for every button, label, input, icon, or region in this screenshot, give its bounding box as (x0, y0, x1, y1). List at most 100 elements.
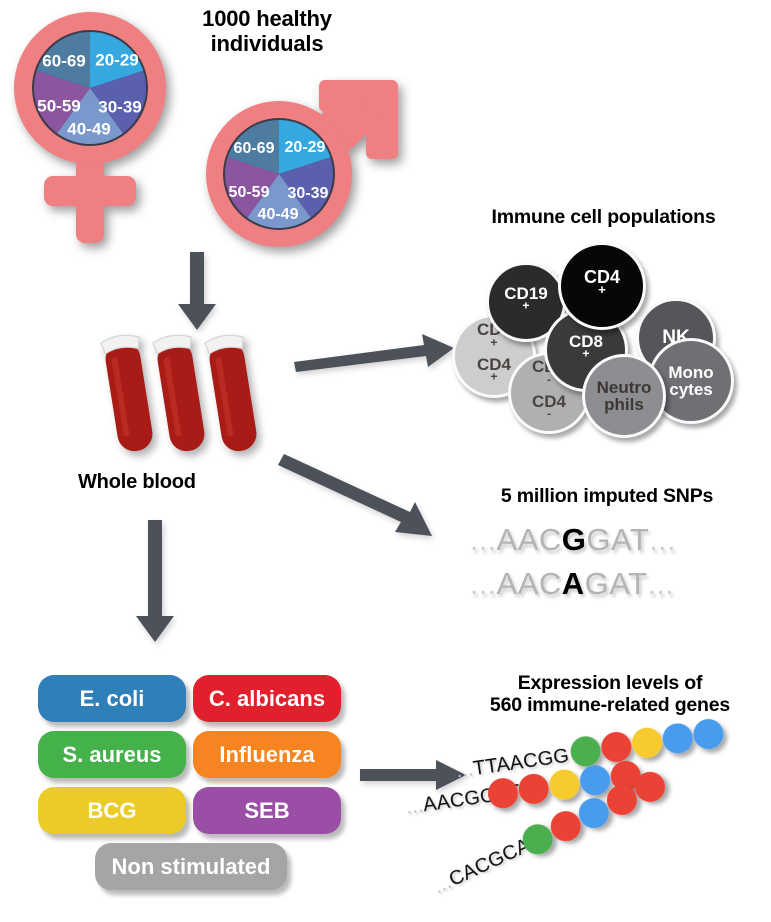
pie-slice-30-39 (90, 70, 146, 134)
bead (632, 727, 663, 758)
stimulus-label: E. coli (79, 685, 145, 711)
arrow-blood-to-immune-icon (292, 328, 457, 372)
pie-label-20-29: 20-29 (95, 50, 138, 69)
page-title-cohort: 1000 healthy individuals (172, 6, 362, 56)
male-age-pie: 20-29 30-39 40-49 50-59 60-69 (225, 120, 333, 228)
bead (610, 760, 641, 791)
arrow-cohort-to-blood-icon (172, 252, 222, 332)
cd8p-cd4p-line2: CD4 + (476, 355, 511, 384)
immune-cell-cd4p: CD4 + (558, 242, 646, 330)
snp-row2-pre: AAC (496, 566, 562, 601)
pie-slice-40-49 (247, 174, 311, 228)
bead (518, 773, 549, 804)
snp-row2-suffix-dots: ... (647, 568, 675, 601)
stimulus-label: Influenza (219, 741, 315, 767)
pie-slice-20-29 (90, 32, 144, 88)
immune-populations-title: Immune cell populations (491, 206, 716, 228)
strand-1-dots: ... (455, 758, 475, 782)
blood-tube-3 (204, 334, 257, 452)
bead (662, 723, 693, 754)
snp-row2-prefix-dots: ... (470, 568, 497, 601)
pie-slice-30-39 (279, 157, 333, 218)
strand-3-beads (522, 771, 666, 855)
pie-slice-50-59 (225, 157, 279, 218)
stimulus-seb[interactable]: SEB (193, 787, 341, 834)
pie-label-50-59: 50-59 (229, 184, 270, 201)
pie-label-60-69: 60-69 (234, 140, 275, 157)
pie-slice-50-59 (34, 70, 90, 134)
stimulation-conditions-grid: E. coli C. albicans S. aureus Influenza … (38, 675, 343, 890)
stimulus-non-stimulated[interactable]: Non stimulated (95, 843, 287, 890)
bead (606, 784, 637, 815)
arrow-stimuli-to-expression-icon (360, 758, 470, 794)
bead (550, 811, 581, 842)
bead (580, 765, 611, 796)
expression-title-line2: 560 immune-related genes (489, 694, 731, 717)
cd8n-cd4n-line2: CD4- (531, 392, 566, 421)
strand-2-dots: ... (405, 795, 425, 819)
stimulus-s-aureus[interactable]: S. aureus (38, 731, 186, 778)
stimulus-e-coli[interactable]: E. coli (38, 675, 186, 722)
strand-1-beads (570, 719, 724, 767)
snp-row1-suffix-dots: ... (649, 524, 676, 557)
arrow-blood-to-stimuli-icon (130, 520, 180, 645)
snp-sequence-block: ...AACGGAT... ...AACAGAT... (470, 522, 755, 617)
stimulus-c-albicans[interactable]: C. albicans (193, 675, 341, 722)
immune-cell-bubble-cluster: CD8+ CD4+ CD8- CD4- CD19+ CD8+ CD4+ NK N… (452, 240, 771, 438)
stimulus-label: C. albicans (208, 685, 326, 711)
bead (635, 771, 666, 802)
strand-2-beads (487, 760, 641, 809)
stimulus-label: S. aureus (62, 741, 162, 767)
snp-row2-post: GAT (584, 566, 648, 601)
pie-label-60-69: 60-69 (42, 51, 85, 70)
snp-row1-post: GAT (586, 522, 650, 557)
pie-label-50-59: 50-59 (37, 96, 80, 115)
stimulus-label: Non stimulated (111, 853, 271, 879)
stimulus-label: SEB (244, 797, 290, 823)
monocytes-line1: Mono (668, 362, 714, 382)
snp-row-allele-a: ...AACAGAT... (470, 566, 755, 602)
arrow-blood-to-snp-icon (278, 452, 447, 542)
monocytes-line2: cytes (669, 380, 713, 399)
expression-title: Expression levels of 560 immune-related … (460, 672, 760, 716)
bead (601, 732, 632, 763)
neutrophils-line1: Neutro (596, 377, 652, 397)
snp-title: 5 million imputed SNPs (500, 485, 714, 507)
cd19p-label: CD19 + (504, 283, 548, 313)
cd8p-label: CD8 + (568, 331, 603, 361)
bead (487, 778, 518, 809)
snp-row-allele-g: ...AACGGAT... (470, 522, 755, 558)
pie-label-40-49: 40-49 (67, 119, 110, 138)
pie-label-40-49: 40-49 (258, 206, 299, 223)
expression-title-line1: Expression levels of (517, 672, 703, 694)
female-age-pie: 20-29 30-39 40-49 50-59 60-69 (34, 32, 146, 144)
pie-slice-20-29 (279, 120, 331, 174)
pie-slice-60-69 (36, 32, 90, 88)
whole-blood-tubes (96, 330, 266, 475)
cd4p-label: CD4 + (583, 266, 620, 297)
pie-label-20-29: 20-29 (285, 139, 326, 156)
whole-blood-label: Whole blood (78, 471, 196, 493)
snp-row1-prefix-dots: ... (470, 524, 497, 557)
snp-row2-variant: A (561, 566, 585, 601)
pie-slice-40-49 (57, 88, 123, 144)
blood-tube-2 (152, 334, 205, 452)
pie-slice-60-69 (227, 120, 279, 174)
pie-label-30-39: 30-39 (288, 185, 329, 202)
bead (549, 769, 580, 800)
cohort-title-line2: individuals (210, 31, 324, 57)
bead (578, 798, 609, 829)
pie-label-30-39: 30-39 (98, 97, 141, 116)
cohort-title-line1: 1000 healthy (202, 6, 332, 31)
male-gender-symbol: 20-29 30-39 40-49 50-59 60-69 (196, 78, 416, 258)
bead (570, 736, 601, 767)
female-gender-symbol: 20-29 30-39 40-49 50-59 60-69 (8, 8, 188, 253)
expression-rna-strands: ...TTAACGG ...AACGGAT (405, 719, 771, 910)
bead (522, 824, 553, 855)
stimulus-bcg[interactable]: BCG (38, 787, 186, 834)
stimulus-influenza[interactable]: Influenza (193, 731, 341, 778)
neutrophils-line2: phils (604, 395, 644, 414)
stimulus-label: BCG (87, 797, 137, 823)
bead (693, 719, 724, 750)
snp-row1-pre: AAC (496, 522, 562, 557)
